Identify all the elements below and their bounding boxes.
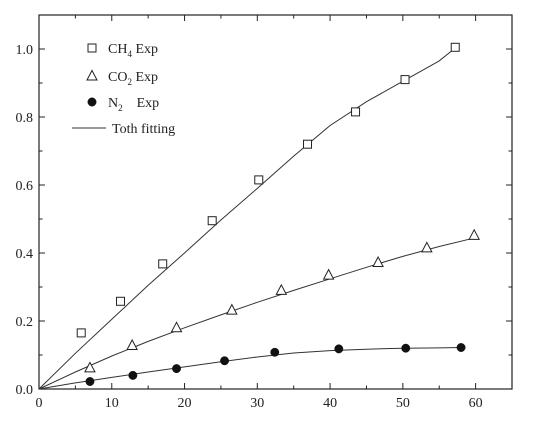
data-point	[450, 42, 460, 52]
legend-marker	[86, 69, 98, 81]
legend-label: N2 Exp	[108, 96, 159, 113]
data-point	[270, 347, 280, 357]
legend-marker	[87, 97, 97, 107]
data-point	[254, 175, 264, 185]
data-point	[128, 370, 138, 380]
y-tick-label: 0.8	[16, 111, 34, 126]
series-ch4-exp	[76, 42, 460, 338]
data-point	[400, 75, 410, 85]
data-point	[468, 228, 480, 240]
legend-label: Toth fitting	[112, 122, 175, 137]
plot-border	[38, 14, 513, 390]
x-axis: 0 10 20 30 40 50 60	[36, 15, 513, 411]
toth-fit-line-1	[38, 47, 456, 390]
data-point	[322, 268, 335, 280]
x-tick-label: 50	[396, 396, 410, 411]
x-tick-label: 20	[178, 396, 192, 411]
fit-lines	[38, 47, 476, 390]
data-point	[226, 303, 238, 315]
data-point	[126, 338, 138, 350]
y-axis: 0.0 0.2 0.4 0.6 0.8 1.0	[16, 14, 512, 398]
legend-label-tail: Exp	[123, 96, 160, 111]
y-tick-label: 0.2	[16, 315, 34, 330]
data-point	[76, 328, 86, 338]
legend-item-ch4-exp: CH4 Exp	[87, 42, 158, 59]
data-point	[421, 241, 433, 253]
legend-label-tail: Exp	[132, 70, 158, 85]
legend-label-sub: 2	[127, 77, 132, 87]
data-point	[303, 139, 313, 149]
y-tick-label: 0.6	[16, 179, 34, 194]
x-tick-label: 40	[323, 396, 337, 411]
y-tick-label: 0.0	[16, 383, 34, 398]
plot-frame	[38, 14, 513, 390]
series-co2-exp	[84, 228, 480, 373]
x-tick-label: 0	[36, 396, 43, 411]
legend-item-n2-exp: N2 Exp	[87, 96, 159, 113]
y-tick-label: 0.4	[16, 247, 34, 262]
legend-label: CO2 Exp	[108, 70, 158, 87]
data-point	[84, 361, 96, 373]
legend-label-main: N	[108, 96, 118, 111]
x-tick-label: 30	[250, 396, 264, 411]
legend-marker	[87, 43, 97, 53]
data-point	[275, 283, 288, 295]
data-point	[334, 344, 344, 354]
data-point	[351, 107, 361, 117]
data-point	[401, 343, 411, 353]
legend-label-sub: 4	[127, 49, 132, 59]
legend-item-co2-exp: CO2 Exp	[86, 69, 158, 87]
data-point	[220, 356, 230, 366]
data-point	[85, 377, 95, 386]
toth-fit-line-2	[38, 237, 476, 390]
legend-label-main: CO	[108, 70, 127, 85]
legend-label-main: CH	[108, 42, 127, 57]
data-point	[170, 321, 183, 333]
legend-label-sub: 2	[118, 103, 123, 113]
y-tick-label: 1.0	[16, 43, 34, 58]
data-point	[207, 216, 217, 226]
data-markers	[76, 42, 480, 386]
legend-label-tail: Exp	[132, 42, 158, 57]
data-point	[172, 364, 181, 374]
data-point	[116, 296, 126, 306]
series-n2-exp	[85, 343, 466, 386]
data-point	[372, 255, 384, 268]
legend-label: CH4 Exp	[108, 42, 158, 59]
data-point	[456, 343, 466, 352]
toth-fit-line-3	[38, 347, 462, 390]
legend-item-toth-fitting: Toth fitting	[72, 122, 175, 137]
x-tick-label: 60	[469, 396, 483, 411]
data-point	[158, 259, 168, 269]
x-tick-label: 10	[105, 396, 119, 411]
